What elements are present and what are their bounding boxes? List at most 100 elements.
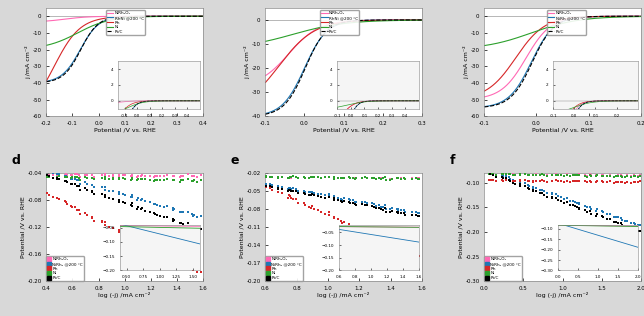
Point <box>378 207 388 212</box>
Y-axis label: j /mA cm⁻²: j /mA cm⁻² <box>244 45 250 79</box>
Point <box>118 176 128 181</box>
Point <box>399 175 409 180</box>
Point <box>298 175 308 180</box>
Point <box>567 202 578 207</box>
Point <box>407 176 417 181</box>
Point <box>292 175 303 180</box>
Point <box>48 175 58 180</box>
Point <box>339 198 349 204</box>
Point <box>367 175 377 180</box>
Point <box>630 227 641 232</box>
Point <box>169 217 180 222</box>
Point <box>273 176 283 181</box>
Point <box>584 204 594 210</box>
Point <box>387 209 397 214</box>
Point <box>104 196 114 201</box>
Point <box>336 197 346 202</box>
Point <box>411 176 421 181</box>
Point <box>89 177 99 182</box>
Point <box>484 171 494 176</box>
Y-axis label: Potential /V vs. RHE: Potential /V vs. RHE <box>21 196 26 258</box>
Point <box>596 173 607 178</box>
Point <box>150 247 160 252</box>
Point <box>336 176 346 181</box>
Point <box>520 177 530 182</box>
Point <box>162 214 173 219</box>
Point <box>192 270 202 275</box>
Point <box>574 206 584 211</box>
Point <box>305 205 316 210</box>
Point <box>375 176 386 181</box>
Point <box>625 174 636 179</box>
Point <box>551 172 561 177</box>
Point <box>133 173 143 179</box>
X-axis label: log (-j) /mA cm⁻²: log (-j) /mA cm⁻² <box>317 293 370 299</box>
Point <box>292 188 303 193</box>
Point <box>339 175 349 180</box>
Point <box>113 176 124 181</box>
Point <box>629 179 639 184</box>
Point <box>629 174 639 179</box>
Point <box>87 175 97 180</box>
Point <box>192 227 202 232</box>
Point <box>379 175 390 180</box>
Point <box>97 175 107 180</box>
Point <box>598 210 609 215</box>
Point <box>304 175 314 180</box>
Legend: NiRh₂O₄, NiRh₂ @200 °C, Rh, Ni, Pt/C: NiRh₂O₄, NiRh₂ @200 °C, Rh, Ni, Pt/C <box>484 256 522 281</box>
Point <box>547 179 558 184</box>
Point <box>73 184 84 189</box>
Point <box>357 176 367 181</box>
Point <box>87 189 97 194</box>
Point <box>574 202 584 207</box>
Point <box>324 191 334 197</box>
Point <box>547 195 558 200</box>
Point <box>62 180 72 185</box>
Point <box>299 175 310 180</box>
Point <box>52 196 62 201</box>
Point <box>159 214 169 219</box>
Point <box>167 258 178 263</box>
Point <box>542 173 553 178</box>
Point <box>351 228 361 233</box>
Point <box>70 176 80 181</box>
Point <box>60 172 70 177</box>
Point <box>497 171 507 176</box>
Point <box>316 209 326 214</box>
Point <box>339 196 349 201</box>
Point <box>304 175 314 180</box>
Point <box>384 244 395 249</box>
Point <box>145 200 155 205</box>
Point <box>586 179 596 184</box>
Point <box>316 194 326 199</box>
Point <box>570 179 580 184</box>
Point <box>155 213 165 218</box>
Point <box>520 171 530 176</box>
Point <box>320 195 330 200</box>
Point <box>149 247 159 252</box>
Point <box>108 189 118 194</box>
Point <box>378 176 388 181</box>
Point <box>413 176 424 181</box>
Point <box>374 175 384 180</box>
Point <box>524 183 535 188</box>
Point <box>486 171 497 176</box>
Point <box>556 195 567 200</box>
Point <box>625 180 636 185</box>
Point <box>497 172 507 177</box>
Point <box>278 174 288 179</box>
Point <box>290 189 301 194</box>
Point <box>196 173 206 178</box>
Point <box>574 201 584 206</box>
Point <box>591 173 601 179</box>
Point <box>188 225 198 230</box>
Point <box>547 173 557 178</box>
Point <box>127 176 137 181</box>
Point <box>515 179 525 184</box>
Point <box>339 219 349 224</box>
Point <box>43 173 53 178</box>
Point <box>261 181 271 186</box>
Point <box>369 232 379 237</box>
Point <box>488 171 498 176</box>
Point <box>617 180 627 185</box>
